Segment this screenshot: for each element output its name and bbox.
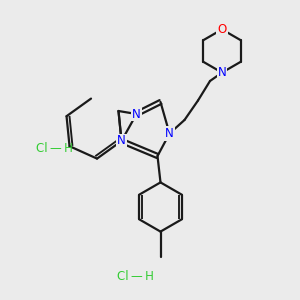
Text: O: O xyxy=(218,23,226,36)
Text: N: N xyxy=(132,107,141,121)
Text: Cl — H: Cl — H xyxy=(36,142,73,155)
Text: N: N xyxy=(165,127,174,140)
Text: N: N xyxy=(218,66,226,79)
Text: Cl — H: Cl — H xyxy=(117,269,153,283)
Text: N: N xyxy=(117,134,126,148)
